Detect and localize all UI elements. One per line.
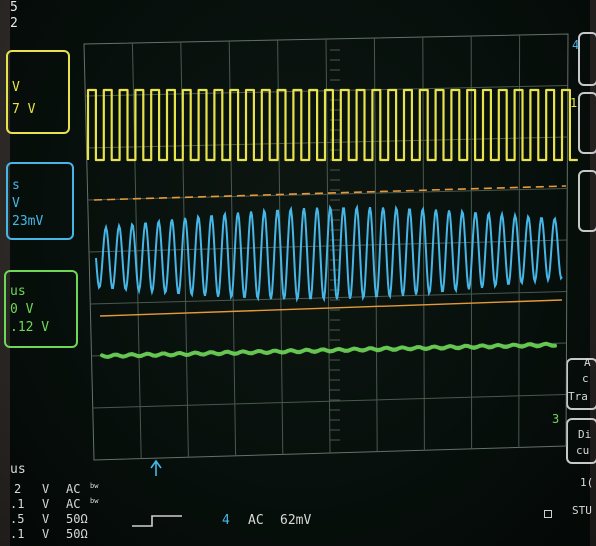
- channel-1-value: 7 V: [12, 102, 36, 117]
- ch4-unit: V: [42, 527, 50, 541]
- channel-1-marker: 1: [570, 96, 578, 110]
- trigger-level: 62mV: [280, 513, 312, 528]
- ch4-volts: .1: [10, 527, 25, 541]
- right-panel-text-2: c: [582, 372, 589, 385]
- right-panel-text-3: Tra: [568, 390, 588, 403]
- channel-1-readout-box: [6, 50, 70, 134]
- channel-2-line2: V: [12, 196, 20, 211]
- top-left-digit-1: 5: [10, 0, 18, 15]
- ch3-coupling: 50Ω: [66, 512, 88, 526]
- trigger-coupling: AC: [248, 513, 264, 528]
- trigger-position-arrow: [150, 459, 162, 476]
- channel-2-sine-trace: [95, 203, 563, 303]
- right-softkey-3[interactable]: [578, 170, 596, 232]
- channel-3-line3: .12 V: [10, 320, 50, 335]
- cursor-lower-line: [99, 299, 563, 317]
- right-panel-text-4: Di: [578, 428, 592, 441]
- channel-4-marker: 4: [572, 38, 580, 52]
- ch2-unit: V: [42, 497, 50, 511]
- right-panel-text-5: cu: [576, 444, 590, 457]
- ch1-coupling: AC: [66, 482, 81, 496]
- right-softkey-1[interactable]: [578, 32, 596, 86]
- ch3-volts: .5: [10, 512, 25, 526]
- channel-3-flat-trace: [100, 341, 557, 360]
- ch2-coupling: AC: [66, 497, 81, 511]
- ch2-bw-icon: bw: [90, 497, 99, 505]
- ch3-unit: V: [42, 512, 50, 526]
- timebase-readout: us: [10, 462, 26, 477]
- right-panel-text-6: 1(: [580, 476, 594, 489]
- trigger-edge-icon: [132, 515, 182, 527]
- ch1-volts: 2: [14, 482, 22, 496]
- ch1-bw-icon: bw: [90, 482, 99, 490]
- channel-3-readout-box: [4, 270, 78, 348]
- channel-3-line1: us: [10, 284, 26, 299]
- ch4-coupling: 50Ω: [66, 527, 88, 541]
- channel-3-line2: 0 V: [10, 302, 34, 317]
- right-panel-text-1: A: [584, 356, 591, 369]
- right-softkey-4[interactable]: [566, 358, 596, 410]
- right-panel-text-7: STU: [572, 504, 592, 517]
- ch1-unit: V: [42, 482, 50, 496]
- channel-3-marker: 3: [552, 412, 560, 426]
- channel-2-readout-box: [6, 162, 74, 240]
- right-softkey-5[interactable]: [566, 418, 596, 464]
- channel-2-line1: s: [12, 178, 20, 193]
- top-left-digit-2: 2: [10, 16, 18, 31]
- channel-1-label: V: [12, 80, 20, 95]
- right-softkey-2[interactable]: [578, 92, 596, 154]
- cursor-upper-line: [93, 185, 567, 201]
- trigger-channel: 4: [222, 513, 230, 528]
- channel-1-square-wave-trace: [86, 88, 578, 162]
- ch2-volts: .1: [10, 497, 25, 511]
- small-square-icon: [544, 510, 552, 518]
- channel-2-line3: 23mV: [12, 214, 44, 229]
